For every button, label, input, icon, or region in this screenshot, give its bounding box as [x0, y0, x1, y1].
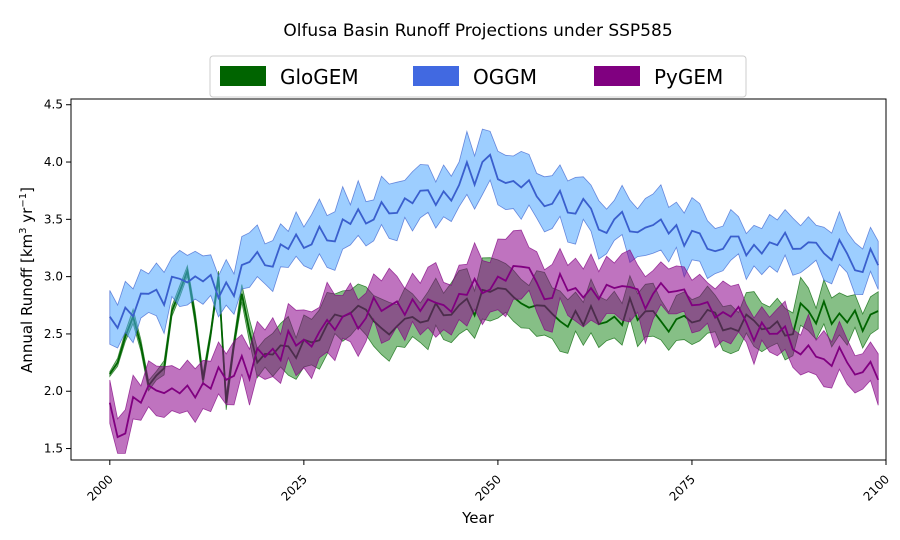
- oggm-legend-label: OGGM: [473, 65, 537, 89]
- x-tick-label: 2100: [861, 472, 892, 503]
- pygem-legend-swatch: [594, 66, 640, 86]
- y-tick-label: 3.0: [44, 270, 63, 284]
- series-pygem: [108, 229, 880, 454]
- x-tick-label: 2075: [667, 472, 698, 503]
- y-tick-label: 2.0: [44, 384, 63, 398]
- x-tick-label: 2050: [473, 472, 504, 503]
- oggm-line: [109, 153, 880, 330]
- y-tick-label: 3.5: [44, 212, 63, 226]
- glogem-legend-swatch: [220, 66, 266, 86]
- y-axis: 1.5 2.0 2.5 3.0 3.5 4.0 4.5: [44, 98, 71, 456]
- oggm-legend-swatch: [413, 66, 459, 86]
- x-axis: 2000 2025 2050 2075 2100: [84, 460, 892, 504]
- y-axis-label: Annual Runoff [km3 yr−1]: [18, 187, 36, 373]
- y-tick-label: 4.0: [44, 155, 63, 169]
- chart-title: Olfusa Basin Runoff Projections under SS…: [283, 21, 672, 41]
- y-tick-label: 4.5: [44, 98, 63, 112]
- x-tick-label: 2025: [278, 472, 309, 503]
- plot-area: [108, 128, 880, 454]
- series-oggm: [109, 128, 880, 349]
- plot-frame: [70, 98, 887, 461]
- x-tick-label: 2000: [84, 472, 115, 503]
- pygem-band: [109, 229, 879, 454]
- legend: GloGEM OGGM PyGEM: [209, 55, 747, 98]
- glogem-legend-label: GloGEM: [280, 65, 359, 89]
- x-axis-label: Year: [461, 509, 495, 527]
- oggm-band: [109, 128, 879, 349]
- pygem-legend-label: PyGEM: [654, 65, 723, 89]
- pygem-line: [108, 265, 880, 439]
- y-tick-label: 2.5: [44, 327, 63, 341]
- y-tick-label: 1.5: [44, 442, 63, 456]
